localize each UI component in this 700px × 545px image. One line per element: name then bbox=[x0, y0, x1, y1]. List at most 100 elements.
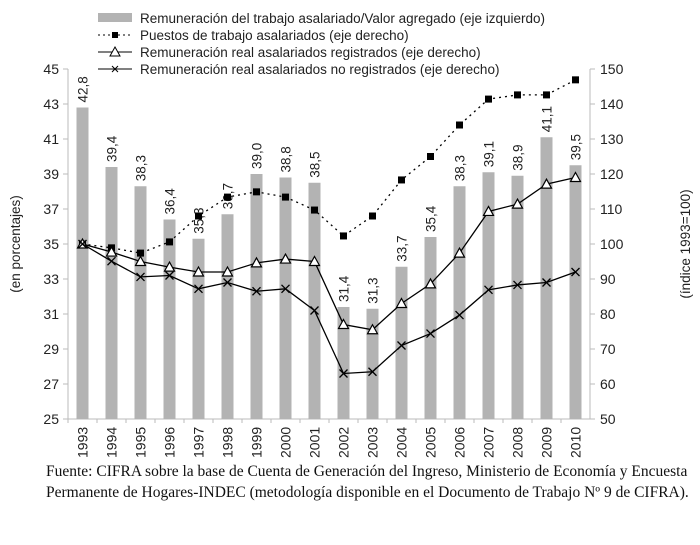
right-tick-label: 100 bbox=[600, 236, 624, 252]
source-note: Fuente: CIFRA sobre la base de Cuenta de… bbox=[46, 461, 696, 503]
right-tick-label: 120 bbox=[600, 166, 624, 182]
square-marker bbox=[195, 212, 202, 220]
bar bbox=[163, 219, 176, 419]
left-tick-label: 39 bbox=[43, 166, 59, 182]
x-tick-label: 2002 bbox=[336, 427, 352, 458]
right-tick-label: 130 bbox=[600, 131, 624, 147]
bar-value-label: 39,1 bbox=[482, 141, 497, 167]
x-tick-label: 2009 bbox=[539, 427, 555, 458]
bar-value-label: 33,7 bbox=[395, 235, 410, 261]
x-tick-label: 1993 bbox=[75, 427, 91, 458]
bar-value-label: 38,3 bbox=[453, 155, 468, 181]
triangle-marker bbox=[395, 297, 408, 309]
right-tick-label: 70 bbox=[600, 341, 616, 357]
x-marker bbox=[194, 284, 203, 294]
bar bbox=[250, 174, 263, 419]
x-tick-label: 2000 bbox=[278, 427, 294, 458]
triangle-marker bbox=[308, 255, 321, 267]
x-marker bbox=[571, 267, 580, 277]
left-tick-label: 41 bbox=[43, 131, 59, 147]
square-marker bbox=[369, 212, 376, 220]
square-marker bbox=[311, 206, 318, 214]
x-marker bbox=[542, 278, 551, 287]
square-marker bbox=[543, 91, 550, 99]
bar-value-label: 39,4 bbox=[105, 135, 120, 162]
x-tick-label: 1998 bbox=[220, 427, 236, 458]
legend-marker-x bbox=[111, 65, 119, 73]
legend: Remuneración del trabajo asalariado/Valo… bbox=[98, 11, 545, 77]
square-marker bbox=[253, 188, 260, 196]
right-tick-label: 80 bbox=[600, 306, 616, 322]
triangle-marker bbox=[453, 246, 466, 258]
left-tick-label: 37 bbox=[43, 201, 59, 217]
triangle-marker bbox=[511, 197, 524, 209]
triangle-marker bbox=[279, 252, 292, 264]
left-tick-label: 29 bbox=[43, 341, 59, 357]
bar-value-label: 38,9 bbox=[511, 144, 526, 170]
bar-value-label: 36,4 bbox=[163, 188, 178, 215]
triangle-marker bbox=[540, 177, 553, 189]
bar bbox=[540, 137, 553, 419]
left-tick-label: 25 bbox=[43, 411, 59, 427]
square-marker bbox=[166, 238, 173, 246]
triangle-marker bbox=[424, 277, 437, 289]
series-line bbox=[82, 176, 576, 331]
bar bbox=[482, 172, 495, 419]
square-marker bbox=[224, 193, 231, 201]
bar bbox=[192, 238, 205, 419]
x-tick-label: 2001 bbox=[307, 427, 323, 458]
bar bbox=[134, 186, 147, 419]
x-tick-label: 1994 bbox=[104, 427, 120, 458]
bar-value-label: 31,3 bbox=[366, 277, 381, 303]
x-tick-label: 2004 bbox=[394, 427, 410, 458]
x-marker bbox=[223, 278, 232, 287]
x-tick-label: 1996 bbox=[162, 427, 178, 458]
triangle-marker bbox=[221, 265, 234, 277]
x-tick-label: 2003 bbox=[365, 427, 381, 458]
right-tick-label: 90 bbox=[600, 271, 616, 287]
bar bbox=[453, 186, 466, 419]
x-marker bbox=[368, 367, 377, 377]
source-line-2: Permanente de Hogares-INDEC (metodología… bbox=[46, 484, 689, 501]
right-tick-label: 150 bbox=[600, 61, 624, 77]
series-line bbox=[82, 79, 576, 254]
bar bbox=[424, 237, 437, 419]
square-marker bbox=[137, 249, 144, 257]
triangle-marker bbox=[366, 323, 379, 335]
right-tick-label: 140 bbox=[600, 96, 624, 112]
square-marker bbox=[282, 193, 289, 201]
combo-chart: Remuneración del trabajo asalariado/Valo… bbox=[8, 11, 693, 458]
bar bbox=[337, 307, 350, 419]
x-marker bbox=[397, 341, 406, 350]
right-tick-label: 50 bbox=[600, 411, 616, 427]
square-marker bbox=[456, 121, 463, 129]
triangle-marker bbox=[105, 245, 118, 257]
x-marker bbox=[426, 329, 435, 339]
left-tick-label: 33 bbox=[43, 271, 59, 287]
left-tick-label: 35 bbox=[43, 236, 59, 252]
square-marker bbox=[398, 176, 405, 184]
x-tick-label: 2007 bbox=[481, 427, 497, 458]
x-marker bbox=[310, 306, 319, 315]
square-marker bbox=[572, 76, 579, 84]
x-marker bbox=[136, 272, 145, 282]
bar-value-label: 38,5 bbox=[308, 151, 323, 177]
x-marker bbox=[281, 284, 290, 294]
legend-label-no-registrados: Remuneración real asalariados no registr… bbox=[140, 62, 499, 77]
x-marker bbox=[455, 310, 464, 320]
square-marker bbox=[485, 95, 492, 103]
legend-label-registrados: Remuneración real asalariados registrado… bbox=[140, 45, 481, 60]
bar bbox=[105, 167, 118, 419]
left-tick-label: 31 bbox=[43, 306, 59, 322]
legend-label-puestos: Puestos de trabajo asalariados (eje dere… bbox=[140, 28, 409, 43]
square-marker bbox=[427, 153, 434, 160]
x-marker bbox=[513, 280, 522, 290]
x-tick-label: 1997 bbox=[191, 427, 207, 458]
bar bbox=[76, 107, 89, 419]
series-line bbox=[82, 243, 576, 375]
square-marker bbox=[514, 91, 521, 99]
legend-label-bars: Remuneración del trabajo asalariado/Valo… bbox=[140, 11, 545, 26]
x-tick-label: 2006 bbox=[452, 427, 468, 458]
right-tick-label: 60 bbox=[600, 376, 616, 392]
